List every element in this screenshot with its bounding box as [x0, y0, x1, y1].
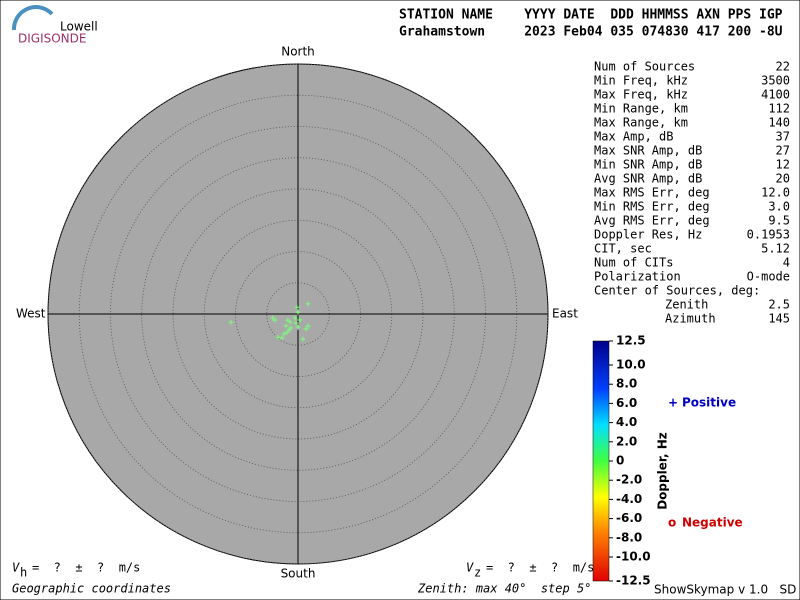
source-point — [288, 325, 294, 331]
colorbar-tick-label: -2.0 — [616, 473, 642, 487]
colorbar-tick-label: -10.0 — [616, 550, 651, 564]
dir-label: North — [281, 45, 315, 59]
vz-symbol: V — [466, 561, 474, 575]
colorbar-tick-label: 8.0 — [616, 377, 637, 391]
stat-label: Max Amp, dB — [594, 130, 673, 144]
source-point — [295, 309, 301, 315]
source-point — [305, 323, 311, 329]
logo-bottom: DIGISONDE — [18, 32, 86, 46]
colorbar-tick-label: -8.0 — [616, 530, 642, 544]
colorbar-tick-label: -6.0 — [616, 511, 642, 525]
colorbar — [592, 340, 610, 582]
colorbar-tick-label: 10.0 — [616, 358, 646, 372]
stat-label: Max Range, km — [594, 116, 688, 130]
stat-value: 140 — [768, 116, 790, 130]
stat-label: Max SNR Amp, dB — [594, 144, 702, 158]
colorbar-tick-label: 4.0 — [616, 415, 637, 429]
colorbar-tick-label: -12.5 — [616, 574, 651, 588]
header-line: STATION NAME YYYY DATE DDD HHMMSS AXN PP… — [399, 8, 783, 23]
dir-label: West — [16, 307, 46, 321]
source-point — [295, 324, 301, 330]
stat-value: 37 — [776, 130, 790, 144]
stat-value: 0.1953 — [747, 228, 790, 242]
stat-value: 9.5 — [768, 214, 790, 228]
stat-label: Max RMS Err, deg — [594, 186, 710, 200]
vh-text: = ? ± ? m/s — [32, 561, 140, 575]
stat-label: Azimuth — [665, 312, 716, 326]
vz-sub: z — [474, 566, 481, 580]
stat-label: Doppler Res, Hz — [594, 228, 702, 242]
stat-label: Num of CITs — [594, 256, 673, 270]
zenith-note: Zenith: max 40° step 5° — [417, 582, 591, 596]
stat-label: Min Range, km — [594, 102, 688, 116]
stat-value: 112 — [768, 102, 790, 116]
source-point — [294, 304, 300, 310]
stat-label: Zenith — [665, 298, 708, 312]
stat-label: Min Freq, kHz — [594, 74, 688, 88]
source-point — [284, 329, 290, 335]
colorbar-tick-label: 0 — [616, 454, 624, 468]
stat-value: 12.0 — [761, 186, 790, 200]
version: ShowSkymap v 1.0 SD v 5.1 — [654, 583, 800, 597]
dir-label: East — [552, 307, 578, 321]
stat-value: 12 — [776, 158, 790, 172]
source-point — [293, 320, 299, 326]
stat-label: Avg SNR Amp, dB — [594, 172, 702, 186]
coords-note: Geographic coordinates — [12, 582, 171, 596]
colorbar-label: Doppler, Hz — [656, 432, 670, 510]
stat-label: Polarization — [594, 270, 681, 284]
legend-label: Negative — [682, 516, 743, 530]
stat-value: 2.5 — [768, 298, 790, 312]
logo-arc — [11, 5, 54, 31]
colorbar-tick-label: 6.0 — [616, 396, 637, 410]
source-point — [281, 331, 287, 337]
stat-value: 3.0 — [768, 200, 790, 214]
stat-label: Avg RMS Err, deg — [594, 214, 710, 228]
legend-symbol: o — [668, 516, 676, 530]
stat-value: 4100 — [761, 88, 790, 102]
source-point — [228, 319, 234, 325]
stat-value: 27 — [776, 144, 790, 158]
stat-value: 3500 — [761, 74, 790, 88]
stat-label: Min RMS Err, deg — [594, 200, 710, 214]
colorbar-tick-label: 12.5 — [616, 334, 646, 348]
stat-label: Max Freq, kHz — [594, 88, 688, 102]
source-point — [305, 301, 311, 307]
source-point — [300, 336, 306, 342]
vz-text: = ? ± ? m/s — [486, 561, 594, 575]
stat-label: CIT, sec — [594, 242, 652, 256]
stat-value: 20 — [776, 172, 790, 186]
stat-value: 22 — [776, 60, 790, 74]
source-point — [303, 326, 309, 332]
header-line: Grahamstown 2023 Feb04 035 074830 417 20… — [399, 25, 783, 40]
dir-label: South — [281, 567, 316, 581]
source-point — [270, 315, 276, 321]
stat-heading: Center of Sources, deg: — [594, 284, 760, 298]
stat-label: Min SNR Amp, dB — [594, 158, 702, 172]
source-point — [283, 323, 289, 329]
source-point — [297, 317, 303, 323]
stat-value: O-mode — [747, 270, 790, 284]
source-point — [292, 315, 298, 321]
source-point — [285, 317, 291, 323]
vh-sub: h — [20, 566, 27, 580]
source-point — [279, 335, 285, 341]
colorbar-tick-label: -4.0 — [616, 492, 642, 506]
colorbar-tick-label: 2.0 — [616, 434, 637, 448]
logo-top: Lowell — [60, 20, 98, 34]
stat-label: Num of Sources — [594, 60, 695, 74]
stat-value: 145 — [768, 312, 790, 326]
legend-symbol: + — [668, 396, 678, 410]
stat-value: 4 — [783, 256, 790, 270]
vh-symbol: V — [12, 561, 20, 575]
legend-label: Positive — [682, 396, 736, 410]
source-point — [275, 334, 281, 340]
stat-value: 5.12 — [761, 242, 790, 256]
